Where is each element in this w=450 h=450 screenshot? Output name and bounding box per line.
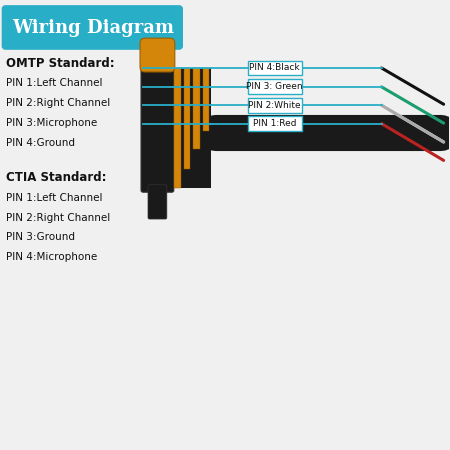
FancyBboxPatch shape <box>148 185 167 219</box>
Text: PIN 1:Left Channel: PIN 1:Left Channel <box>6 78 103 88</box>
Bar <box>193 68 200 149</box>
Text: PIN 3:Microphone: PIN 3:Microphone <box>6 118 98 128</box>
FancyBboxPatch shape <box>248 60 302 76</box>
FancyBboxPatch shape <box>248 98 302 112</box>
Text: PIN 4:Ground: PIN 4:Ground <box>6 138 75 148</box>
FancyBboxPatch shape <box>248 79 302 94</box>
FancyBboxPatch shape <box>141 64 174 192</box>
Text: Wiring Diagram: Wiring Diagram <box>12 19 174 37</box>
FancyBboxPatch shape <box>248 116 302 131</box>
Bar <box>174 68 181 188</box>
Text: PIN 4:Black: PIN 4:Black <box>249 63 300 72</box>
Text: PIN 2:Right Channel: PIN 2:Right Channel <box>6 98 111 108</box>
Text: CTIA Standard:: CTIA Standard: <box>6 171 107 184</box>
Text: OMTP Standard:: OMTP Standard: <box>6 57 115 70</box>
Bar <box>202 68 209 131</box>
Text: PIN 3: Green: PIN 3: Green <box>247 82 303 91</box>
Text: PIN 3:Ground: PIN 3:Ground <box>6 232 75 243</box>
Bar <box>172 68 211 188</box>
Text: PIN 4:Microphone: PIN 4:Microphone <box>6 252 98 262</box>
Bar <box>184 68 190 169</box>
Text: PIN 2:White: PIN 2:White <box>248 101 301 110</box>
FancyBboxPatch shape <box>2 6 182 49</box>
Text: PIN 1:Red: PIN 1:Red <box>253 119 297 128</box>
Text: PIN 1:Left Channel: PIN 1:Left Channel <box>6 193 103 202</box>
FancyBboxPatch shape <box>140 38 175 72</box>
Text: PIN 2:Right Channel: PIN 2:Right Channel <box>6 212 111 223</box>
